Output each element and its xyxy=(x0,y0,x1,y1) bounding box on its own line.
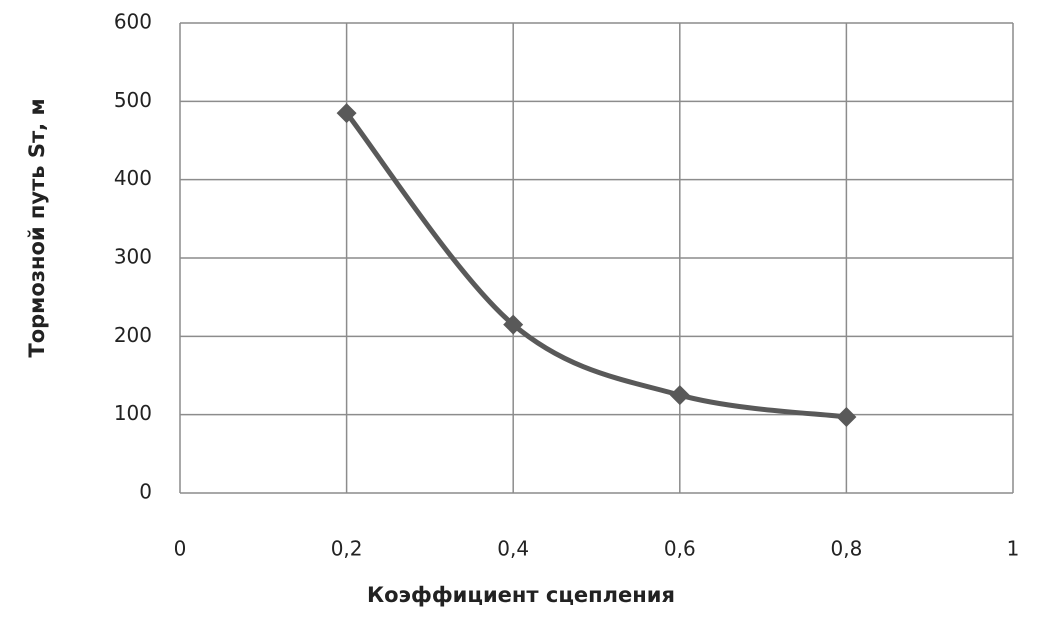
y-tick-label: 300 xyxy=(114,245,152,269)
y-axis-title: Тормозной путь Sт, м xyxy=(25,98,49,357)
x-tick-label: 1 xyxy=(1007,537,1020,561)
marker xyxy=(503,314,524,335)
y-tick-label: 500 xyxy=(114,88,152,112)
x-tick-label: 0 xyxy=(174,537,187,561)
y-tick-label: 100 xyxy=(114,401,152,425)
line xyxy=(344,111,847,420)
x-tick-label: 0,6 xyxy=(664,537,696,561)
marker xyxy=(836,407,857,428)
x-tick-label: 0,4 xyxy=(497,537,529,561)
x-axis-title: Коэффициент сцепления xyxy=(367,583,675,607)
y-tick-label: 400 xyxy=(114,166,152,190)
marker xyxy=(336,103,357,124)
y-tick-label: 600 xyxy=(114,10,152,34)
marker xyxy=(669,385,690,406)
x-tick-label: 0,8 xyxy=(830,537,862,561)
x-tick-label: 0,2 xyxy=(331,537,363,561)
y-tick-label: 200 xyxy=(114,323,152,347)
y-tick-label: 0 xyxy=(139,480,152,504)
